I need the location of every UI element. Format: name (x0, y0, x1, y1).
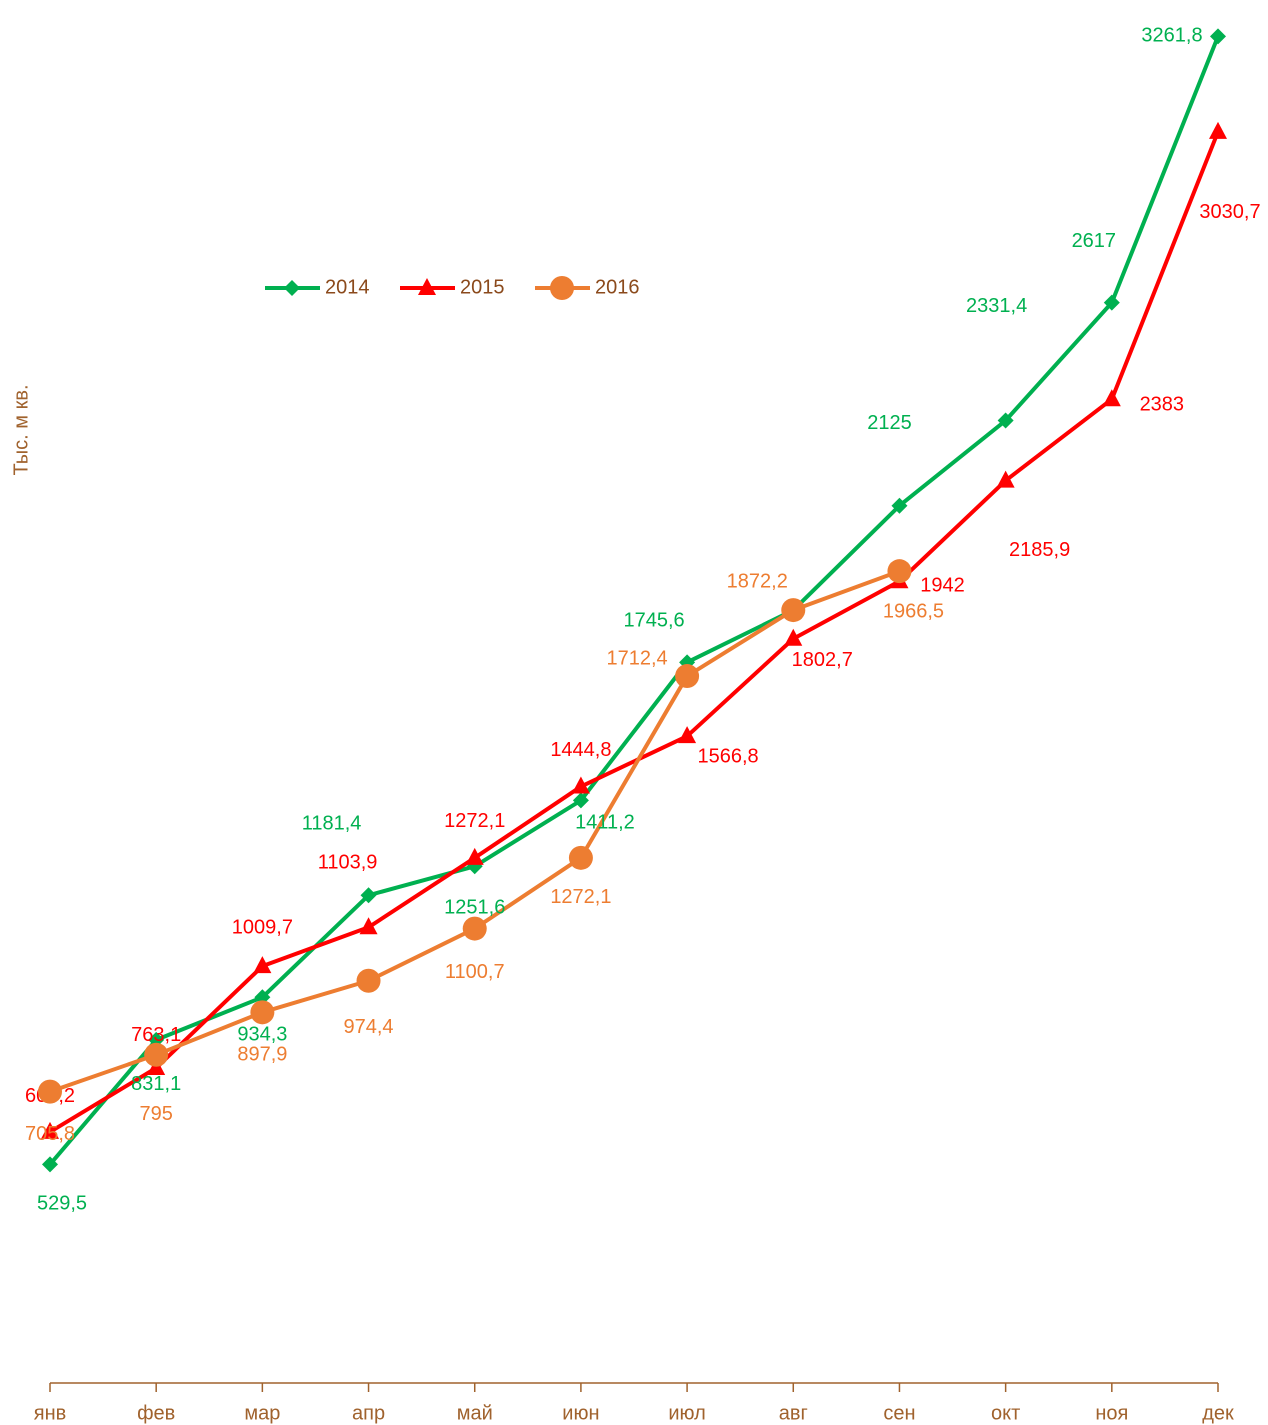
legend-label: 2015 (460, 276, 505, 298)
legend-marker (284, 280, 300, 296)
marker (465, 847, 484, 865)
data-label: 2185,9 (1009, 539, 1070, 561)
marker (253, 956, 272, 974)
data-label: 705,8 (25, 1123, 75, 1145)
data-label: 1966,5 (883, 600, 944, 622)
marker (784, 628, 803, 646)
data-label: 1411,2 (575, 812, 635, 834)
legend-label: 2016 (595, 276, 640, 298)
data-label: 1251,6 (444, 897, 505, 919)
marker (572, 792, 589, 809)
data-label: 1100,7 (445, 961, 505, 983)
marker (571, 776, 590, 794)
data-label: 3030,7 (1199, 201, 1260, 223)
data-label: 831,1 (131, 1073, 181, 1095)
marker (887, 559, 912, 584)
marker (678, 726, 697, 744)
data-label: 3261,8 (1141, 25, 1202, 47)
data-label: 1272,1 (550, 886, 611, 908)
marker (462, 916, 487, 941)
marker (144, 1042, 169, 1067)
data-label: 1181,4 (302, 813, 362, 835)
data-label: 2331,4 (966, 295, 1027, 317)
marker (568, 845, 593, 870)
marker (360, 887, 377, 904)
x-tick-label: дек (1202, 1402, 1234, 1424)
marker (1102, 389, 1121, 407)
series-line (48, 131, 1220, 1134)
marker (38, 1079, 62, 1104)
x-tick-label: апр (352, 1402, 385, 1424)
marker (41, 1121, 59, 1139)
marker (1209, 121, 1227, 139)
data-label: 2383 (1140, 393, 1185, 415)
marker (1103, 294, 1120, 311)
marker (1210, 28, 1226, 45)
data-label: 1802,7 (792, 649, 853, 671)
x-tick-label: сен (883, 1402, 915, 1424)
data-label: 1942 (920, 575, 965, 597)
marker (359, 917, 378, 935)
legend-marker (550, 276, 574, 300)
x-tick-label: янв (34, 1402, 67, 1424)
marker (996, 470, 1015, 488)
legend-marker (418, 278, 436, 295)
data-label: 1566,8 (698, 745, 759, 767)
data-label: 897,9 (237, 1044, 287, 1066)
marker (250, 1000, 275, 1025)
data-label: 2125 (867, 412, 912, 434)
data-label: 1009,7 (232, 916, 293, 938)
marker (356, 968, 381, 993)
data-label: 529,5 (37, 1193, 87, 1215)
marker (781, 598, 806, 623)
y-axis-label: Тыс. м кв. (10, 384, 32, 475)
x-tick-label: авг (779, 1402, 808, 1424)
data-label: 934,3 (237, 1024, 287, 1046)
data-label: 1872,2 (727, 570, 788, 592)
series-line (48, 35, 1220, 1166)
data-label: 763,1 (131, 1024, 181, 1046)
data-label: 1745,6 (624, 610, 685, 632)
data-label: 1444,8 (550, 739, 611, 761)
x-tick-label: май (457, 1402, 493, 1424)
x-tick-label: окт (991, 1402, 1020, 1424)
x-tick-label: фев (137, 1402, 175, 1424)
x-tick-label: июл (668, 1402, 705, 1424)
marker (891, 497, 908, 514)
marker (675, 664, 700, 689)
data-label: 1103,9 (318, 852, 378, 874)
data-label: 1712,4 (607, 647, 668, 669)
marker (997, 412, 1014, 429)
data-label: 1272,1 (444, 810, 505, 832)
data-label: 974,4 (344, 1016, 394, 1038)
x-tick-label: ноя (1095, 1402, 1128, 1424)
data-label: 795 (139, 1103, 172, 1125)
x-tick-label: мар (244, 1402, 280, 1424)
x-tick-label: июн (562, 1402, 599, 1424)
marker (42, 1156, 58, 1173)
data-label: 2617 (1072, 230, 1117, 252)
legend-label: 2014 (325, 276, 370, 298)
